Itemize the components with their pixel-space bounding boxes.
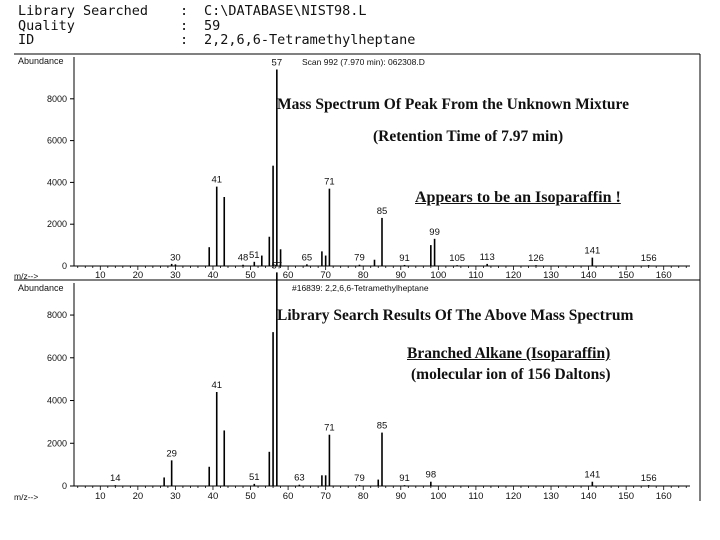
- x-tick-label: 10: [95, 491, 106, 502]
- peak-label: 65: [302, 252, 313, 263]
- header-row-library: Library Searched: C:\DATABASE\NIST98.L: [18, 3, 367, 19]
- x-tick-label: 90: [395, 270, 406, 281]
- header-key: ID: [18, 32, 35, 48]
- x-tick-label: 160: [656, 270, 672, 281]
- y-tick-label: 8000: [47, 310, 67, 320]
- y-tick-label: 0: [62, 481, 67, 491]
- chart-title: #16839: 2,2,6,6-Tetramethylheptane: [292, 283, 429, 293]
- x-tick-label: 80: [358, 270, 369, 281]
- y-tick-label: 4000: [47, 177, 67, 187]
- chart-title: Scan 992 (7.970 min): 062308.D: [302, 57, 425, 67]
- x-axis-label: m/z-->: [14, 492, 38, 502]
- peak-label: 141: [584, 470, 600, 481]
- y-tick-label: 6000: [47, 353, 67, 363]
- peak-label: 57: [272, 58, 283, 69]
- peak-label: 85: [377, 421, 388, 432]
- peak-label: 14: [110, 473, 121, 484]
- peak-label: 51: [249, 472, 260, 483]
- x-tick-label: 30: [170, 491, 181, 502]
- peak-label: 48: [238, 253, 249, 264]
- header-value: 2,2,6,6-Tetramethylheptane: [204, 32, 416, 48]
- x-tick-label: 150: [618, 270, 634, 281]
- peak-label: 91: [399, 253, 410, 264]
- x-tick-label: 50: [245, 491, 256, 502]
- y-tick-label: 4000: [47, 396, 67, 406]
- x-tick-label: 140: [581, 270, 597, 281]
- x-tick-label: 100: [430, 491, 446, 502]
- peak-label: 98: [426, 470, 437, 481]
- top-annotation-title: Mass Spectrum Of Peak From the Unknown M…: [277, 96, 630, 113]
- peak-label: 71: [324, 423, 335, 434]
- top-annotation-retention: (Retention Time of 7.97 min): [373, 128, 564, 145]
- x-tick-label: 100: [430, 270, 446, 281]
- x-tick-label: 160: [656, 491, 672, 502]
- x-tick-label: 130: [543, 270, 559, 281]
- y-tick-label: 0: [62, 261, 67, 271]
- header-value: C:\DATABASE\NIST98.L: [204, 3, 367, 19]
- peak-label: 156: [641, 253, 657, 264]
- peak-label: 30: [170, 252, 181, 263]
- x-tick-label: 60: [283, 491, 294, 502]
- bottom-annotation-molecular: (molecular ion of 156 Daltons): [411, 366, 611, 383]
- peak-label: 57: [272, 260, 283, 271]
- peak-label: 156: [641, 473, 657, 484]
- top-annotation-isoparaffin: Appears to be an Isoparaffin !: [415, 189, 621, 206]
- x-tick-label: 60: [283, 270, 294, 281]
- x-tick-label: 40: [208, 270, 219, 281]
- x-tick-label: 90: [395, 491, 406, 502]
- peak-label: 41: [211, 380, 222, 391]
- peak-label: 71: [324, 177, 335, 188]
- header-key: Library Searched: [18, 3, 149, 19]
- x-tick-label: 120: [506, 491, 522, 502]
- peak-label: 51: [249, 250, 260, 261]
- x-tick-label: 30: [170, 270, 181, 281]
- library-search-header: Library Searched: C:\DATABASE\NIST98.L Qu…: [18, 4, 415, 48]
- peak-label: 79: [354, 473, 365, 484]
- peak-label: 85: [377, 206, 388, 217]
- x-tick-label: 120: [506, 270, 522, 281]
- peak-label: 63: [294, 473, 305, 484]
- y-tick-label: 2000: [47, 438, 67, 448]
- x-tick-label: 110: [468, 491, 483, 502]
- y-tick-label: 6000: [47, 136, 67, 146]
- header-row-quality: Quality:59: [18, 17, 221, 34]
- peak-label: 41: [211, 175, 222, 186]
- x-tick-label: 20: [133, 491, 144, 502]
- peak-label: 91: [399, 473, 410, 484]
- y-tick-label: 2000: [47, 219, 67, 229]
- peak-label: 79: [354, 253, 365, 264]
- x-axis-label: m/z-->: [14, 271, 38, 281]
- peak-label: 141: [584, 246, 600, 257]
- peak-label: 126: [528, 253, 544, 264]
- peak-label: 99: [429, 227, 440, 238]
- x-tick-label: 40: [208, 491, 219, 502]
- x-tick-label: 70: [320, 491, 331, 502]
- header-row-id: ID:2,2,6,6-Tetramethylheptane: [18, 32, 416, 48]
- y-axis-label: Abundance: [18, 283, 64, 293]
- peak-label: 105: [449, 253, 465, 264]
- x-tick-label: 110: [468, 270, 483, 281]
- bottom-annotation-branched: Branched Alkane (Isoparaffin): [407, 345, 611, 362]
- x-tick-label: 150: [618, 491, 634, 502]
- y-tick-label: 8000: [47, 94, 67, 104]
- header-key: Quality: [18, 17, 75, 34]
- peak-label: 113: [480, 252, 495, 263]
- x-tick-label: 70: [320, 270, 331, 281]
- x-tick-label: 130: [543, 491, 559, 502]
- bottom-annotation-title: Library Search Results Of The Above Mass…: [277, 307, 634, 324]
- x-tick-label: 50: [245, 270, 256, 281]
- y-axis-label: Abundance: [18, 56, 64, 66]
- x-tick-label: 80: [358, 491, 369, 502]
- x-tick-label: 10: [95, 270, 106, 281]
- x-tick-label: 20: [133, 270, 144, 281]
- x-tick-label: 140: [581, 491, 597, 502]
- header-value: 59: [204, 17, 221, 34]
- peak-label: 29: [166, 448, 177, 459]
